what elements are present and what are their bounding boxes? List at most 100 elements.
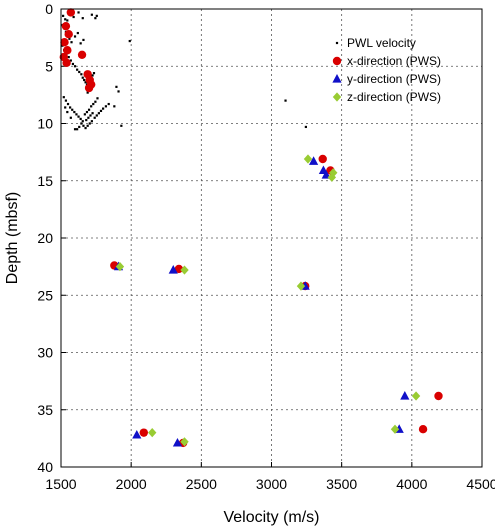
legend-marker-z-direction-pws	[332, 92, 342, 102]
pwl-velocity-point	[92, 72, 96, 75]
z-direction-pws-point	[180, 437, 189, 447]
pwl-velocity-point	[67, 55, 70, 59]
pwl-velocity-point	[128, 39, 131, 43]
y-direction-pws-point	[309, 156, 319, 165]
pwl-velocity-point	[75, 113, 78, 116]
z-direction-pws-point	[411, 391, 421, 401]
legend-marker-pwl-velocity	[335, 41, 339, 45]
pwl-velocity-point	[68, 37, 71, 40]
pwl-velocity-point	[83, 78, 86, 82]
pwl-velocity-point	[95, 114, 98, 117]
pwl-velocity-point	[70, 41, 73, 44]
pwl-velocity-point	[79, 42, 82, 45]
pwl-velocity-point	[73, 65, 77, 68]
pwl-velocity-point	[71, 108, 74, 111]
x-tick-label: 2000	[116, 476, 147, 492]
x-direction-pws-point	[64, 29, 73, 39]
pwl-velocity-point	[104, 105, 108, 108]
y-direction-pws-point	[168, 265, 178, 274]
pwl-velocity-point	[79, 117, 82, 121]
y-axis-ticks: 0 5 10 15 20 25 30 35 40	[37, 1, 66, 475]
pwl-velocity-point	[91, 74, 94, 77]
x-tick-label: 4000	[396, 476, 427, 492]
y-direction-pws-point	[400, 391, 410, 400]
series-pwl-velocity	[61, 11, 307, 131]
x-direction-pws-point	[66, 8, 76, 17]
pwl-velocity-point	[81, 17, 84, 20]
legend-label-y-direction-pws: y-direction (PWS)	[347, 72, 441, 86]
z-direction-pws-point	[390, 424, 400, 434]
x-axis-label: Velocity (m/s)	[223, 509, 319, 526]
pwl-velocity-point	[87, 108, 91, 111]
pwl-velocity-point	[71, 62, 75, 66]
pwl-velocity-point	[91, 112, 94, 115]
x-direction-pws-point	[60, 38, 69, 47]
pwl-velocity-point	[72, 15, 75, 19]
pwl-velocity-point	[107, 102, 110, 106]
y-tick-label: 40	[37, 459, 53, 475]
z-direction-pws-point	[148, 428, 157, 438]
pwl-velocity-point	[113, 105, 116, 108]
plot-frame	[60, 8, 483, 468]
pwl-velocity-point	[117, 90, 120, 93]
y-direction-pws-point	[132, 429, 142, 439]
x-tick-label: 3500	[326, 476, 357, 492]
pwl-velocity-point	[97, 112, 100, 115]
pwl-velocity-point	[66, 102, 70, 106]
y-tick-label: 10	[37, 116, 53, 132]
grid-lines	[61, 9, 482, 467]
pwl-velocity-point	[93, 116, 96, 119]
pwl-velocity-point	[89, 114, 92, 117]
pwl-velocity-point	[90, 105, 93, 108]
z-direction-pws-point	[296, 281, 306, 291]
pwl-velocity-point	[62, 14, 65, 17]
pwl-velocity-point	[284, 99, 287, 102]
pwl-velocity-point	[95, 14, 98, 17]
x-direction-pws-point	[63, 46, 72, 55]
x-direction-pws-point	[139, 428, 148, 437]
z-direction-pws-point	[115, 262, 125, 272]
pwl-velocity-point	[120, 124, 123, 127]
pwl-velocity-point	[92, 102, 95, 106]
pwl-velocity-point	[73, 35, 77, 38]
x-tick-label: 2500	[186, 476, 217, 492]
z-direction-pws-point	[303, 154, 313, 164]
pwl-velocity-point	[82, 38, 85, 42]
pwl-velocity-point	[78, 125, 81, 129]
x-direction-pws-point	[418, 425, 428, 434]
data-points	[59, 8, 443, 448]
pwl-velocity-point	[94, 100, 97, 103]
pwl-velocity-point	[77, 11, 80, 14]
pwl-velocity-point	[83, 113, 86, 116]
pwl-velocity-point	[66, 110, 69, 114]
pwl-velocity-point	[85, 118, 88, 122]
pwl-velocity-point	[85, 110, 89, 114]
pwl-velocity-point	[66, 19, 69, 22]
pwl-velocity-point	[90, 13, 93, 16]
y-tick-label: 25	[37, 287, 53, 303]
pwl-velocity-point	[64, 99, 68, 102]
x-axis-ticks: 1500 2000 2500 3000 3500 4000 4500	[45, 462, 495, 492]
pwl-velocity-point	[90, 120, 93, 123]
pwl-velocity-point	[87, 116, 90, 119]
pwl-velocity-point	[96, 97, 99, 100]
x-tick-label: 4500	[466, 476, 495, 492]
y-tick-label: 0	[45, 1, 53, 17]
pwl-velocity-point	[84, 126, 87, 130]
pwl-velocity-point	[78, 70, 81, 74]
pwl-velocity-point	[76, 128, 79, 131]
pwl-velocity-point	[73, 110, 76, 114]
x-tick-label: 3000	[256, 476, 287, 492]
pwl-velocity-point	[88, 122, 91, 125]
pwl-velocity-point	[84, 81, 87, 84]
y-tick-label: 15	[37, 173, 53, 189]
pwl-velocity-point	[99, 109, 103, 113]
x-direction-pws-point	[62, 58, 71, 68]
y-tick-label: 30	[37, 345, 53, 361]
pwl-velocity-point	[62, 96, 65, 99]
pwl-velocity-point	[69, 106, 72, 109]
x-direction-pws-point	[318, 154, 327, 164]
x-direction-pws-point	[174, 264, 184, 274]
pwl-velocity-point	[102, 107, 105, 110]
